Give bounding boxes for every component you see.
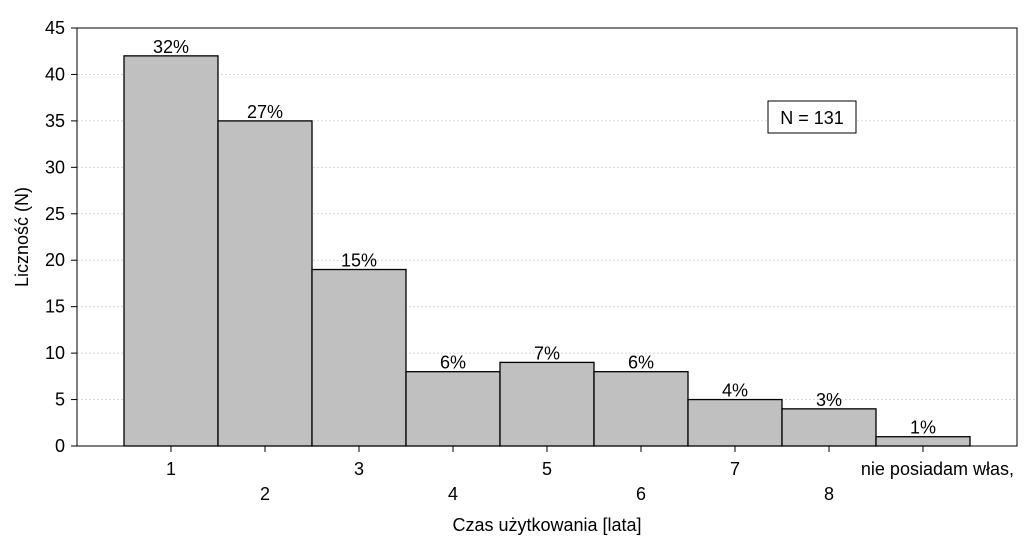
y-tick-label: 10 — [45, 343, 65, 363]
x-tick-label: nie posiadam włas, — [861, 459, 1014, 479]
y-tick-label: 35 — [45, 111, 65, 131]
annotation-text: N = 131 — [780, 108, 844, 128]
x-tick-label: 6 — [636, 484, 646, 504]
y-axis: 0 5 10 15 20 25 30 35 40 45 — [45, 18, 77, 456]
y-tick-label: 20 — [45, 250, 65, 270]
bar-9 — [875, 436, 971, 447]
bar-8 — [781, 408, 877, 447]
y-tick-label: 30 — [45, 157, 65, 177]
x-axis: 1 2 3 4 5 6 7 8 nie posiadam włas, — [166, 446, 1014, 504]
bar-3 — [311, 268, 407, 447]
bar-7 — [687, 398, 783, 447]
data-labels: 32% 27% 15% 6% 7% 6% 4% 3% 1% — [153, 37, 936, 438]
x-tick-label: 5 — [542, 459, 552, 479]
annotation-box: N = 131 — [767, 100, 857, 134]
data-label: 4% — [722, 381, 748, 401]
bar-6 — [593, 371, 689, 447]
x-tick-label: 8 — [824, 484, 834, 504]
bar-1 — [123, 55, 219, 447]
bars — [123, 55, 971, 447]
x-tick-label: 2 — [260, 484, 270, 504]
y-tick-label: 15 — [45, 297, 65, 317]
data-label: 32% — [153, 37, 189, 57]
data-label: 27% — [247, 102, 283, 122]
y-tick-label: 40 — [45, 64, 65, 84]
y-axis-label: Liczność (N) — [12, 187, 32, 287]
data-label: 6% — [440, 353, 466, 373]
y-tick-label: 0 — [55, 436, 65, 456]
data-label: 1% — [910, 418, 936, 438]
x-tick-label: 1 — [166, 459, 176, 479]
bar-4 — [405, 371, 501, 447]
y-tick-label: 5 — [55, 390, 65, 410]
x-tick-label: 3 — [354, 459, 364, 479]
y-tick-label: 45 — [45, 18, 65, 38]
data-label: 3% — [816, 390, 842, 410]
x-tick-label: 4 — [448, 484, 458, 504]
bar-5 — [499, 361, 595, 447]
x-tick-label: 7 — [730, 459, 740, 479]
y-tick-label: 25 — [45, 204, 65, 224]
data-label: 7% — [534, 343, 560, 363]
data-label: 6% — [628, 353, 654, 373]
bar-2 — [217, 120, 313, 447]
data-label: 15% — [341, 251, 377, 271]
x-axis-label: Czas użytkowania [lata] — [452, 515, 641, 535]
